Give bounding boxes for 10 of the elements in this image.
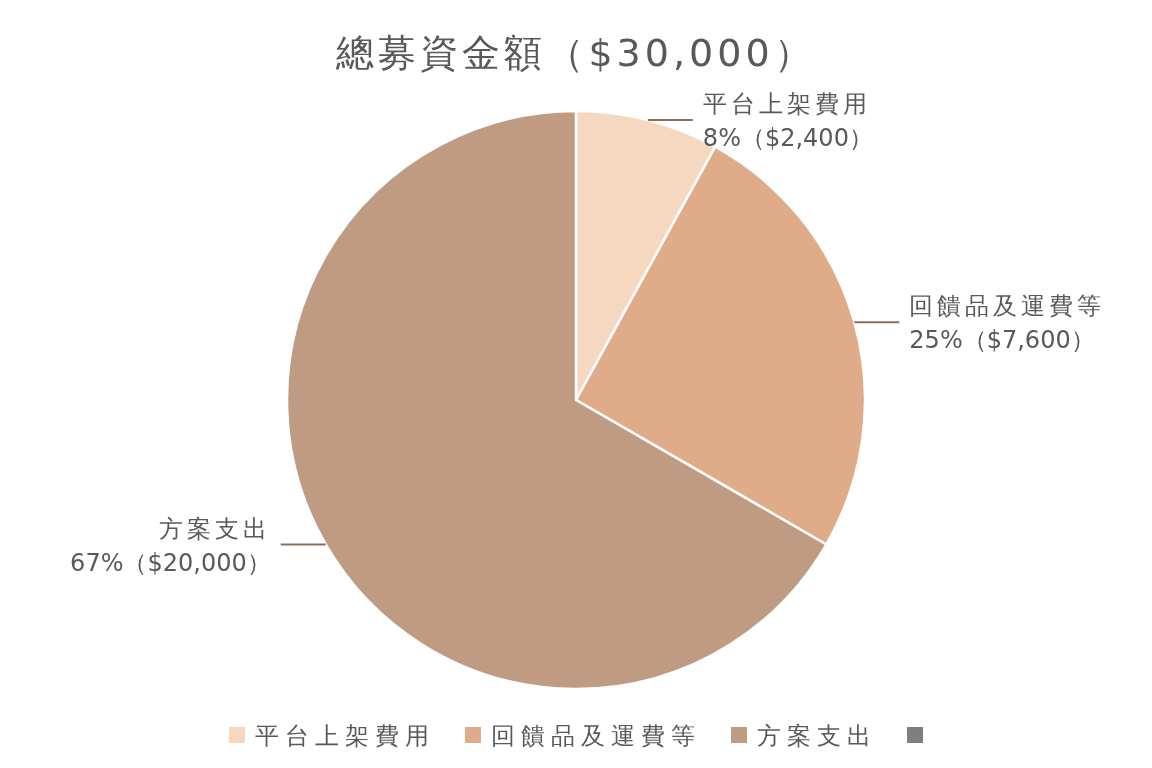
legend-label: 平台上架費用 [255, 722, 435, 750]
slice-label: 回饋品及運費等 [909, 292, 1106, 321]
legend-label: 方案支出 [757, 722, 877, 750]
slice-label: 平台上架費用 [702, 90, 871, 119]
data-label: 67%（$20,000） [70, 548, 271, 577]
data-label: 8%（$2,400） [702, 124, 873, 153]
legend-label: 回饋品及運費等 [491, 722, 701, 750]
slice-label: 方案支出 [158, 514, 271, 543]
data-label: 25%（$7,600） [909, 326, 1095, 355]
chart-title: 總募資金額（$30,000） [335, 31, 816, 75]
